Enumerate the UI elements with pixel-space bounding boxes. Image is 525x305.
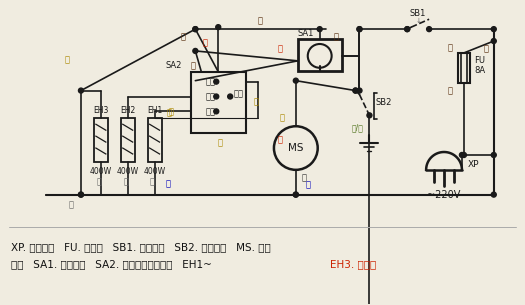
Circle shape <box>193 27 198 32</box>
Text: ~220V: ~220V <box>427 190 461 199</box>
Circle shape <box>491 192 496 197</box>
Text: 400W: 400W <box>117 167 139 176</box>
Circle shape <box>357 88 362 93</box>
Circle shape <box>214 79 219 84</box>
Text: 黄: 黄 <box>218 138 223 148</box>
Text: EH2: EH2 <box>120 106 135 115</box>
Circle shape <box>405 27 410 32</box>
Text: 黄: 黄 <box>167 108 172 117</box>
Circle shape <box>461 152 466 157</box>
Bar <box>148 118 162 162</box>
Text: 棕: 棕 <box>181 33 186 41</box>
Circle shape <box>491 152 496 157</box>
Circle shape <box>491 27 496 32</box>
Text: 黄: 黄 <box>169 107 174 116</box>
Circle shape <box>78 192 83 197</box>
Text: SA1: SA1 <box>298 29 314 38</box>
Text: 低温: 低温 <box>205 107 215 116</box>
Text: 棕: 棕 <box>447 86 453 95</box>
Text: 中温: 中温 <box>205 92 215 101</box>
Text: 红: 红 <box>277 45 282 53</box>
Text: XP: XP <box>468 160 480 169</box>
Text: 棕: 棕 <box>447 43 453 52</box>
Circle shape <box>293 192 298 197</box>
Bar <box>458 53 470 83</box>
Text: EH3: EH3 <box>93 106 109 115</box>
Text: 高温: 高温 <box>205 77 215 86</box>
Text: 停止: 停止 <box>233 89 243 98</box>
Circle shape <box>427 27 432 32</box>
Text: 棕: 棕 <box>191 61 196 70</box>
Text: ↓: ↓ <box>415 18 421 24</box>
Text: 白: 白 <box>150 177 155 186</box>
Text: 白: 白 <box>97 177 101 186</box>
Text: 黄: 黄 <box>279 114 285 123</box>
Circle shape <box>214 94 219 99</box>
Text: 黄: 黄 <box>254 97 258 106</box>
Text: 红: 红 <box>277 136 282 145</box>
Circle shape <box>317 27 322 32</box>
Text: 400W: 400W <box>90 167 112 176</box>
Circle shape <box>78 88 83 93</box>
Text: 蓝: 蓝 <box>305 180 310 189</box>
Bar <box>121 118 135 162</box>
Text: SA2: SA2 <box>165 61 182 70</box>
Text: 棕: 棕 <box>333 33 338 41</box>
Text: 黄/绿: 黄/绿 <box>352 124 363 133</box>
Text: SB2: SB2 <box>375 98 392 107</box>
Circle shape <box>353 88 358 93</box>
Text: EH1: EH1 <box>147 106 162 115</box>
Text: 红: 红 <box>203 38 208 48</box>
Text: FU: FU <box>475 56 485 65</box>
Circle shape <box>193 27 198 32</box>
Text: MS: MS <box>288 143 303 153</box>
Circle shape <box>228 94 233 99</box>
Circle shape <box>357 27 362 32</box>
Text: 棕: 棕 <box>484 45 488 53</box>
Text: 棕: 棕 <box>258 17 262 26</box>
Circle shape <box>491 38 496 44</box>
Text: 蓝: 蓝 <box>166 179 171 188</box>
Bar <box>94 118 108 162</box>
Text: SB1: SB1 <box>410 9 426 18</box>
Circle shape <box>216 25 220 30</box>
Text: 黄: 黄 <box>65 55 69 64</box>
Text: 400W: 400W <box>143 167 165 176</box>
Text: XP. 电源插头   FU. 熔断器   SB1. 电源开关   SB2. 电机开关   MS. 插头: XP. 电源插头 FU. 熔断器 SB1. 电源开关 SB2. 电机开关 MS.… <box>12 242 271 252</box>
Text: 自: 自 <box>69 200 74 209</box>
Circle shape <box>78 192 83 197</box>
Circle shape <box>459 152 465 157</box>
Text: 黑: 黑 <box>301 173 306 182</box>
Circle shape <box>357 27 362 32</box>
Text: EH3. 发热器: EH3. 发热器 <box>330 259 376 269</box>
Text: 8A: 8A <box>474 66 486 75</box>
Circle shape <box>214 109 219 114</box>
Circle shape <box>405 27 410 32</box>
Circle shape <box>193 48 198 53</box>
Bar <box>192 72 246 133</box>
Text: 白: 白 <box>123 177 128 186</box>
Text: 电机   SA1. 倾倒开关   SA2. 加热温度选择开关   EH1~: 电机 SA1. 倾倒开关 SA2. 加热温度选择开关 EH1~ <box>12 259 212 269</box>
Circle shape <box>293 192 298 197</box>
Circle shape <box>353 88 358 93</box>
Circle shape <box>367 113 372 118</box>
Circle shape <box>293 78 298 83</box>
